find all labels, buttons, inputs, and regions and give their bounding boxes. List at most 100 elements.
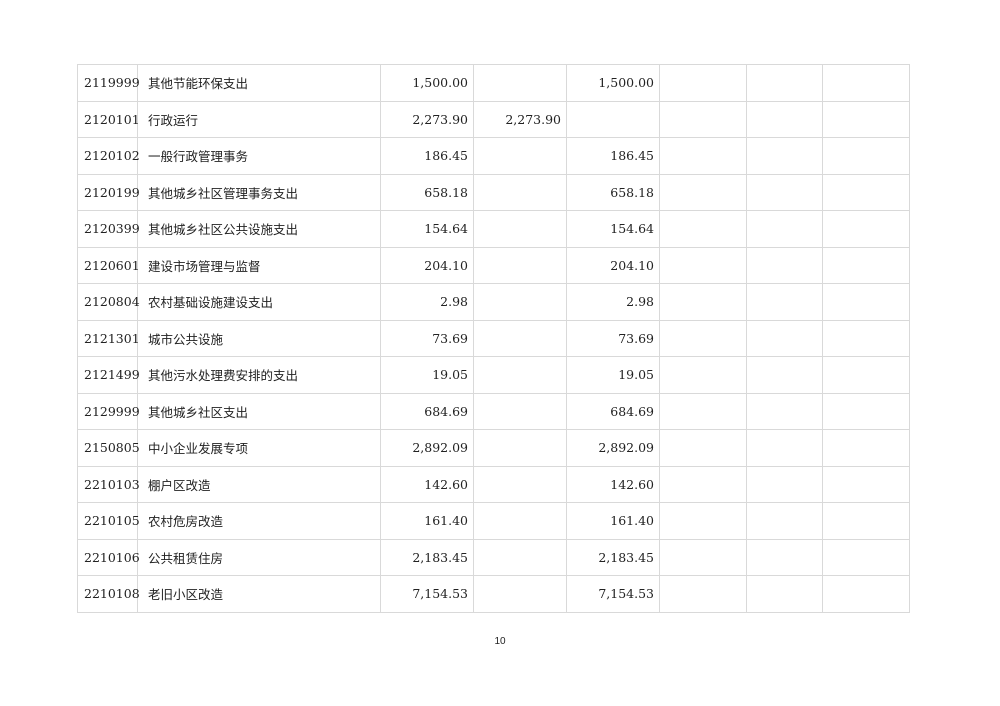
account-name: 建设市场管理与监督: [137, 246, 381, 284]
basic-amount: [473, 538, 567, 576]
basic-amount: [473, 502, 567, 540]
total-amount: 658.18: [380, 173, 474, 211]
table-row: 2129999 其他城乡社区支出 684.69 684.69: [77, 392, 910, 430]
project-amount: 154.64: [566, 210, 660, 248]
empty-cell: [746, 392, 823, 430]
empty-cell: [659, 319, 747, 357]
empty-cell: [659, 210, 747, 248]
project-amount: 7,154.53: [566, 575, 660, 613]
project-amount: 73.69: [566, 319, 660, 357]
account-name: 中小企业发展专项: [137, 429, 381, 467]
basic-amount: [473, 465, 567, 503]
empty-cell: [659, 356, 747, 394]
project-amount: 2.98: [566, 283, 660, 321]
total-amount: 204.10: [380, 246, 474, 284]
account-name: 农村基础设施建设支出: [137, 283, 381, 321]
empty-cell: [822, 137, 910, 175]
empty-cell: [659, 64, 747, 102]
total-amount: 7,154.53: [380, 575, 474, 613]
account-code: 2210106: [77, 538, 140, 576]
empty-cell: [659, 392, 747, 430]
project-amount: 186.45: [566, 137, 660, 175]
project-amount: [566, 100, 660, 138]
basic-amount: [473, 64, 567, 102]
project-amount: 161.40: [566, 502, 660, 540]
account-code: 2120399: [77, 210, 140, 248]
total-amount: 19.05: [380, 356, 474, 394]
empty-cell: [822, 319, 910, 357]
basic-amount: 2,273.90: [473, 100, 567, 138]
table-row: 2120399 其他城乡社区公共设施支出 154.64 154.64: [77, 210, 910, 248]
project-amount: 2,892.09: [566, 429, 660, 467]
empty-cell: [822, 538, 910, 576]
empty-cell: [659, 429, 747, 467]
total-amount: 1,500.00: [380, 64, 474, 102]
empty-cell: [822, 246, 910, 284]
empty-cell: [746, 502, 823, 540]
account-code: 2150805: [77, 429, 140, 467]
account-code: 2210105: [77, 502, 140, 540]
table-row: 2120101 行政运行 2,273.90 2,273.90: [77, 100, 910, 138]
empty-cell: [659, 173, 747, 211]
empty-cell: [822, 502, 910, 540]
account-code: 2120601: [77, 246, 140, 284]
basic-amount: [473, 173, 567, 211]
table-row: 2120804 农村基础设施建设支出 2.98 2.98: [77, 283, 910, 321]
total-amount: 161.40: [380, 502, 474, 540]
empty-cell: [822, 429, 910, 467]
empty-cell: [746, 283, 823, 321]
empty-cell: [822, 173, 910, 211]
empty-cell: [746, 210, 823, 248]
basic-amount: [473, 283, 567, 321]
project-amount: 658.18: [566, 173, 660, 211]
account-code: 2120199: [77, 173, 140, 211]
empty-cell: [746, 246, 823, 284]
total-amount: 2.98: [380, 283, 474, 321]
account-name: 农村危房改造: [137, 502, 381, 540]
basic-amount: [473, 392, 567, 430]
empty-cell: [746, 575, 823, 613]
total-amount: 2,273.90: [380, 100, 474, 138]
empty-cell: [822, 392, 910, 430]
empty-cell: [822, 64, 910, 102]
account-code: 2120102: [77, 137, 140, 175]
empty-cell: [659, 575, 747, 613]
empty-cell: [746, 356, 823, 394]
account-name: 公共租赁住房: [137, 538, 381, 576]
account-name: 其他城乡社区公共设施支出: [137, 210, 381, 248]
project-amount: 2,183.45: [566, 538, 660, 576]
table-row: 2210103 棚户区改造 142.60 142.60: [77, 465, 910, 503]
empty-cell: [746, 137, 823, 175]
account-code: 2120101: [77, 100, 140, 138]
empty-cell: [659, 465, 747, 503]
empty-cell: [822, 210, 910, 248]
table-row: 2121301 城市公共设施 73.69 73.69: [77, 319, 910, 357]
account-code: 2119999: [77, 64, 140, 102]
empty-cell: [659, 283, 747, 321]
empty-cell: [746, 538, 823, 576]
budget-table: 2119999 其他节能环保支出 1,500.00 1,500.00 2120101 行政…: [77, 64, 910, 613]
account-code: 2129999: [77, 392, 140, 430]
table-row: 2150805 中小企业发展专项 2,892.09 2,892.09: [77, 429, 910, 467]
account-name: 其他城乡社区管理事务支出: [137, 173, 381, 211]
empty-cell: [822, 100, 910, 138]
project-amount: 142.60: [566, 465, 660, 503]
basic-amount: [473, 210, 567, 248]
total-amount: 142.60: [380, 465, 474, 503]
account-name: 行政运行: [137, 100, 381, 138]
page-number: 10: [494, 636, 506, 647]
empty-cell: [822, 575, 910, 613]
empty-cell: [746, 64, 823, 102]
table-row: 2120199 其他城乡社区管理事务支出 658.18 658.18: [77, 173, 910, 211]
project-amount: 1,500.00: [566, 64, 660, 102]
total-amount: 154.64: [380, 210, 474, 248]
empty-cell: [822, 465, 910, 503]
empty-cell: [746, 319, 823, 357]
account-code: 2121499: [77, 356, 140, 394]
empty-cell: [746, 173, 823, 211]
total-amount: 73.69: [380, 319, 474, 357]
total-amount: 684.69: [380, 392, 474, 430]
account-code: 2121301: [77, 319, 140, 357]
empty-cell: [746, 429, 823, 467]
total-amount: 186.45: [380, 137, 474, 175]
